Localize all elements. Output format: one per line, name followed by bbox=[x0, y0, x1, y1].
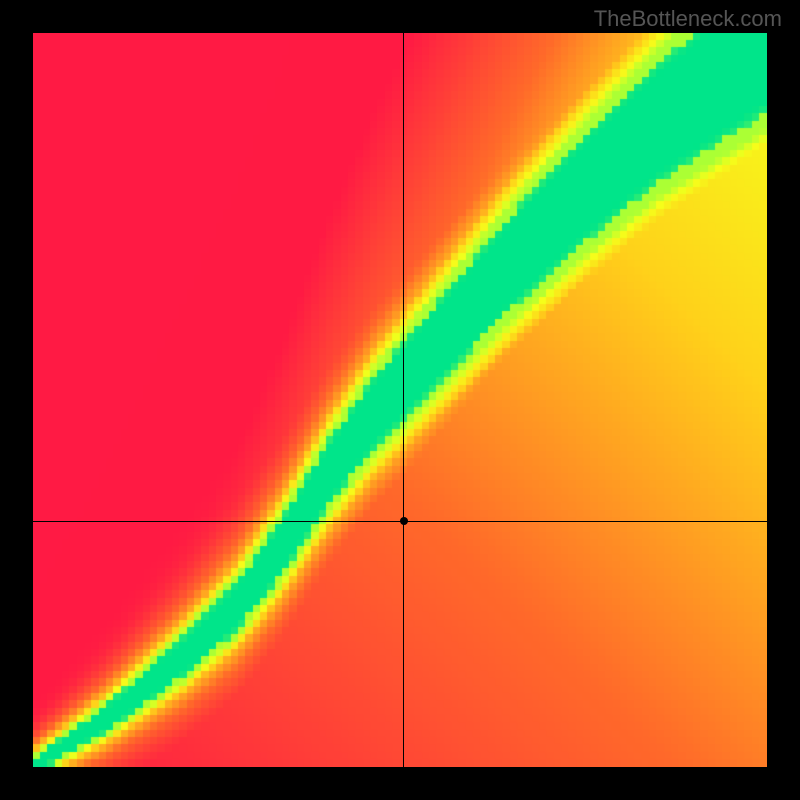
heatmap-plot bbox=[33, 33, 767, 767]
crosshair-vertical bbox=[403, 33, 404, 767]
heatmap-canvas bbox=[33, 33, 767, 767]
watermark-text: TheBottleneck.com bbox=[594, 6, 782, 32]
crosshair-marker bbox=[400, 517, 408, 525]
